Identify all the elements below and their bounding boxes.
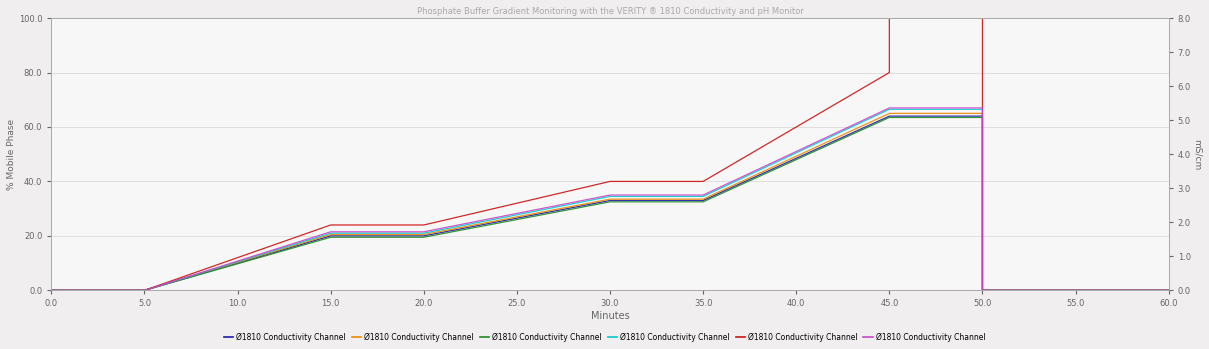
X-axis label: Minutes: Minutes	[591, 311, 630, 321]
Title: Phosphate Buffer Gradient Monitoring with the VERITY ® 1810 Conductivity and pH : Phosphate Buffer Gradient Monitoring wit…	[417, 7, 804, 16]
Legend: Ø1810 Conductivity Channel, Ø1810 Conductivity Channel, Ø1810 Conductivity Chann: Ø1810 Conductivity Channel, Ø1810 Conduc…	[220, 330, 989, 345]
Y-axis label: mS/cm: mS/cm	[1193, 139, 1202, 170]
Y-axis label: % Mobile Phase: % Mobile Phase	[7, 119, 16, 190]
